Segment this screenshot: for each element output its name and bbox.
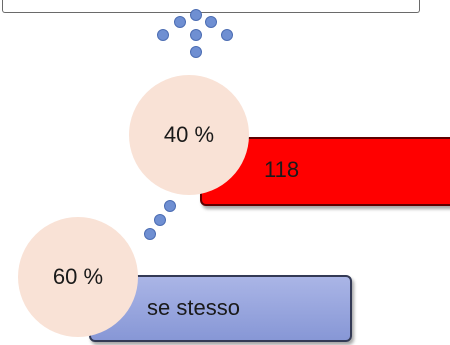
percent-circle-60: 60 % [18, 217, 138, 337]
connector-dot [157, 29, 169, 41]
connector-dot [190, 29, 202, 41]
connector-dot [144, 228, 156, 240]
percent-label-40: 40 % [163, 122, 215, 147]
bar-118-label: 118 [264, 157, 300, 182]
connector-dot [154, 214, 166, 226]
connector-dot [221, 29, 233, 41]
percent-label-60: 60 % [52, 264, 104, 289]
top-box [2, 0, 420, 13]
connector-dot [164, 200, 176, 212]
connector-dot [205, 16, 217, 28]
connector-dot [190, 46, 202, 58]
connector-dot [190, 9, 202, 21]
connector-dot [174, 16, 186, 28]
bar-se-stesso-label: se stesso [147, 295, 240, 320]
percent-circle-40: 40 % [129, 75, 249, 195]
